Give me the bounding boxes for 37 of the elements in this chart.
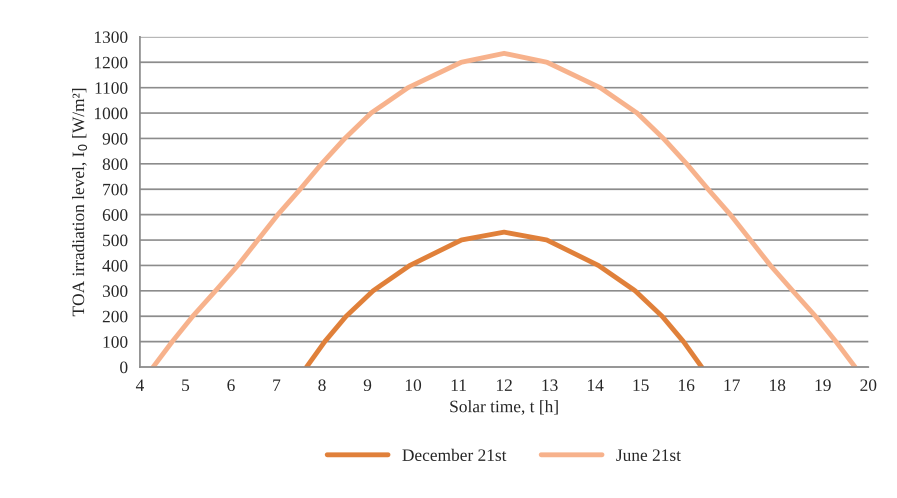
y-tick-label: 900 bbox=[102, 132, 128, 145]
y-tick-label: 1200 bbox=[94, 56, 128, 68]
x-tick-label: 12 bbox=[496, 379, 512, 391]
x-tick-label: 10 bbox=[406, 379, 422, 392]
x-tick-label: 13 bbox=[542, 379, 558, 392]
x-tick-label: 9 bbox=[364, 379, 372, 392]
line-series bbox=[304, 230, 704, 368]
y-tick-label: 600 bbox=[102, 209, 128, 221]
x-tick-label: 7 bbox=[273, 380, 280, 391]
y-tick-label: 0 bbox=[120, 362, 128, 374]
x-tick-label: 4 bbox=[136, 379, 144, 391]
y-tick-label: 1000 bbox=[94, 108, 128, 120]
x-axis-title: Solar time, t [h] bbox=[450, 400, 558, 415]
x-tick-label: 17 bbox=[724, 379, 740, 391]
x-tick-label: 5 bbox=[182, 380, 190, 392]
line-series bbox=[150, 50, 858, 368]
x-tick-label: 18 bbox=[770, 379, 786, 392]
x-tick-label: 8 bbox=[318, 379, 326, 392]
y-tick-label: 1300 bbox=[94, 31, 128, 44]
y-tick-label: 400 bbox=[102, 260, 128, 272]
x-tick-label: 6 bbox=[227, 379, 235, 392]
legend-label: June 21st bbox=[616, 449, 681, 462]
y-tick-label: 800 bbox=[102, 158, 128, 170]
x-tick-label: 19 bbox=[816, 379, 831, 392]
x-tick-label: 20 bbox=[860, 379, 876, 392]
x-tick-label: 15 bbox=[634, 379, 649, 392]
x-tick-label: 16 bbox=[679, 379, 694, 392]
y-tick-label: 700 bbox=[103, 184, 128, 196]
y-tick-label: 1100 bbox=[96, 82, 128, 94]
legend-label: December 21st bbox=[402, 448, 506, 462]
x-tick-label: 14 bbox=[588, 379, 604, 391]
y-tick-label: 200 bbox=[102, 310, 128, 322]
x-tick-label: 11 bbox=[452, 379, 466, 391]
y-tick-label: 100 bbox=[104, 336, 128, 348]
y-tick-label: 500 bbox=[103, 234, 128, 246]
y-axis-title: TOA irradiation level, I$_{0}$ [W/m²] bbox=[72, 88, 88, 316]
y-tick-label: 300 bbox=[102, 285, 128, 298]
